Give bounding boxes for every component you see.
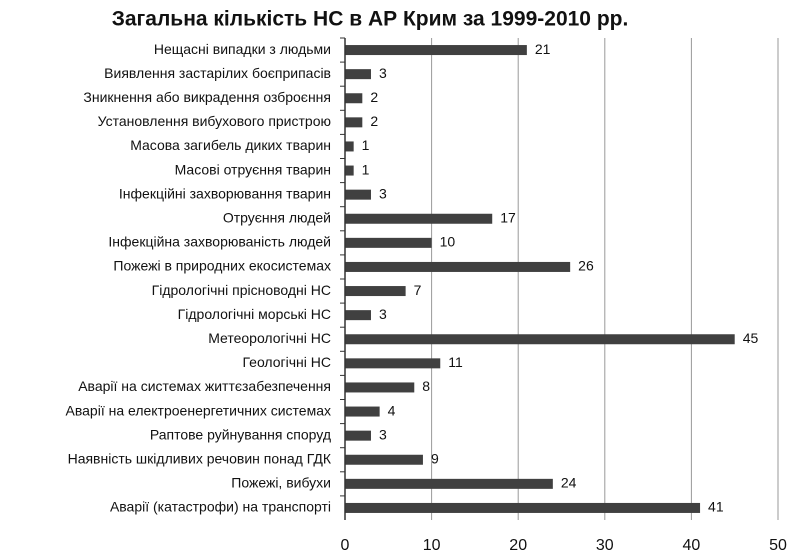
bar bbox=[345, 93, 363, 104]
y-tick-label: Інфекційна захворюваність людей bbox=[108, 234, 331, 250]
y-tick-label: Аварії (катастрофи) на транспорті bbox=[110, 499, 331, 515]
bar bbox=[345, 286, 406, 297]
bar bbox=[345, 237, 432, 248]
x-tick-label: 0 bbox=[341, 537, 350, 554]
y-tick-label: Нещасні випадки з людьми bbox=[154, 41, 331, 57]
bar bbox=[345, 478, 553, 489]
y-tick-label: Метеорологічні НС bbox=[208, 330, 331, 346]
data-label: 10 bbox=[440, 234, 456, 250]
data-label: 3 bbox=[379, 185, 387, 201]
bar bbox=[345, 502, 701, 513]
data-label: 8 bbox=[422, 378, 430, 394]
data-label: 21 bbox=[535, 41, 551, 57]
data-label: 3 bbox=[379, 306, 387, 322]
bar bbox=[345, 261, 571, 272]
bar bbox=[345, 310, 371, 321]
chart-title: Загальна кількість НС в АР Крим за 1999-… bbox=[112, 8, 629, 31]
data-label: 7 bbox=[414, 282, 422, 298]
y-tick-label: Аварії на системах життєзабезпечення bbox=[78, 378, 331, 394]
y-tick-label: Наявність шкідливих речовин понад ГДК bbox=[68, 450, 332, 466]
y-tick-label: Зникнення або викрадення озброєння bbox=[83, 89, 331, 105]
bar bbox=[345, 382, 415, 393]
data-label: 3 bbox=[379, 65, 387, 81]
y-tick-label: Масова загибель диких тварин bbox=[130, 137, 331, 153]
bar bbox=[345, 45, 527, 56]
y-tick-label: Аварії на електроенергетичних системах bbox=[66, 402, 331, 418]
bar bbox=[345, 117, 363, 128]
data-label: 1 bbox=[362, 161, 370, 177]
bar bbox=[345, 165, 354, 176]
data-label: 2 bbox=[370, 89, 378, 105]
data-label: 17 bbox=[500, 209, 516, 225]
y-tick-label: Установлення вибухового пристрою bbox=[98, 113, 331, 129]
bar bbox=[345, 213, 493, 224]
bar bbox=[345, 406, 380, 417]
x-tick-label: 10 bbox=[423, 537, 441, 554]
data-label: 11 bbox=[448, 354, 463, 370]
y-tick-label: Раптове руйнування споруд bbox=[150, 426, 331, 442]
y-tick-label: Пожежі в природних екосистемах bbox=[113, 258, 331, 274]
y-tick-label: Інфекційні захворювання тварин bbox=[119, 185, 331, 201]
data-label: 1 bbox=[362, 137, 370, 153]
y-tick-label: Виявлення застарілих боєприпасів bbox=[104, 65, 331, 81]
bar bbox=[345, 69, 371, 80]
data-label: 2 bbox=[370, 113, 378, 129]
data-label: 26 bbox=[578, 258, 594, 274]
data-label: 9 bbox=[431, 450, 439, 466]
y-tick-label: Гідрологічні морські НС bbox=[178, 306, 331, 322]
data-label: 41 bbox=[708, 499, 724, 515]
x-tick-label: 20 bbox=[509, 537, 527, 554]
bar bbox=[345, 141, 354, 152]
x-tick-label: 50 bbox=[769, 537, 787, 554]
x-tick-label: 40 bbox=[683, 537, 701, 554]
y-tick-label: Геологічні НС bbox=[243, 354, 331, 370]
data-label: 24 bbox=[561, 475, 577, 491]
bar bbox=[345, 358, 441, 369]
x-tick-label: 30 bbox=[596, 537, 614, 554]
bar bbox=[345, 430, 371, 441]
y-tick-label: Пожежі, вибухи bbox=[231, 475, 331, 491]
data-label: 4 bbox=[388, 402, 396, 418]
bar bbox=[345, 189, 371, 200]
bar bbox=[345, 334, 735, 345]
data-label: 3 bbox=[379, 426, 387, 442]
data-label: 45 bbox=[743, 330, 759, 346]
y-tick-label: Отруєння людей bbox=[223, 209, 331, 225]
y-tick-label: Масові отруєння тварин bbox=[175, 161, 331, 177]
y-tick-label: Гідрологічні прісноводні НС bbox=[152, 282, 331, 298]
bar bbox=[345, 454, 423, 465]
